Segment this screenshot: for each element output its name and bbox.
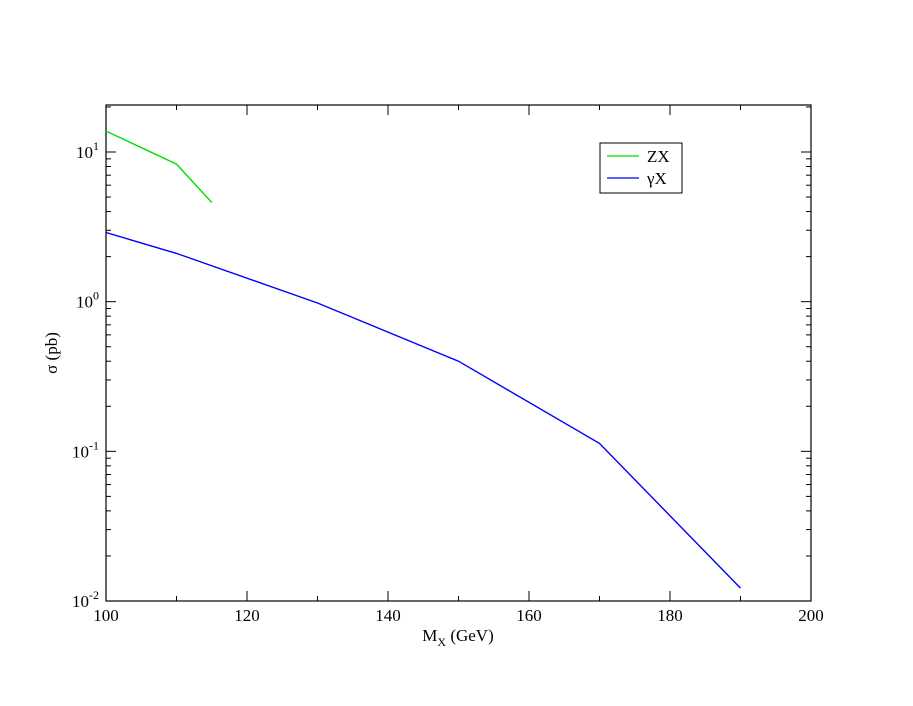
x-tick-label: 200 bbox=[798, 606, 824, 625]
y-axis-label: σ (pb) bbox=[42, 332, 61, 374]
legend: ZX γX bbox=[599, 142, 683, 194]
series-line-gamma-x bbox=[105, 231, 742, 589]
series-layer bbox=[105, 130, 742, 589]
y-tick-label: 101 bbox=[76, 139, 99, 162]
y-tick-label: 10-1 bbox=[72, 438, 99, 461]
y-tick-base: 10 bbox=[76, 293, 93, 312]
y-tick-label: 10-2 bbox=[72, 588, 99, 611]
y-tick-label: 100 bbox=[76, 289, 99, 312]
x-tick-label: 180 bbox=[657, 606, 683, 625]
y-tick-exponent: 1 bbox=[93, 139, 99, 153]
axis-ticks bbox=[105, 105, 812, 602]
y-tick-base: 10 bbox=[72, 592, 89, 611]
x-tick-label: 120 bbox=[234, 606, 260, 625]
y-tick-base: 10 bbox=[72, 442, 89, 461]
series-line-zx bbox=[105, 130, 213, 203]
y-tick-exponent: 0 bbox=[93, 289, 99, 303]
y-tick-exponent: -1 bbox=[89, 438, 99, 452]
x-tick-label: 160 bbox=[516, 606, 542, 625]
legend-label-gx: γX bbox=[646, 169, 667, 188]
legend-box bbox=[599, 142, 683, 194]
y-tick-base: 10 bbox=[76, 143, 93, 162]
x-axis-label: MX (GeV) bbox=[422, 626, 493, 649]
x-tick-label: 140 bbox=[375, 606, 401, 625]
x-tick-label: 100 bbox=[93, 606, 119, 625]
legend-label-zx: ZX bbox=[647, 147, 670, 166]
plot-area bbox=[105, 104, 812, 602]
y-tick-exponent: -2 bbox=[89, 588, 99, 602]
